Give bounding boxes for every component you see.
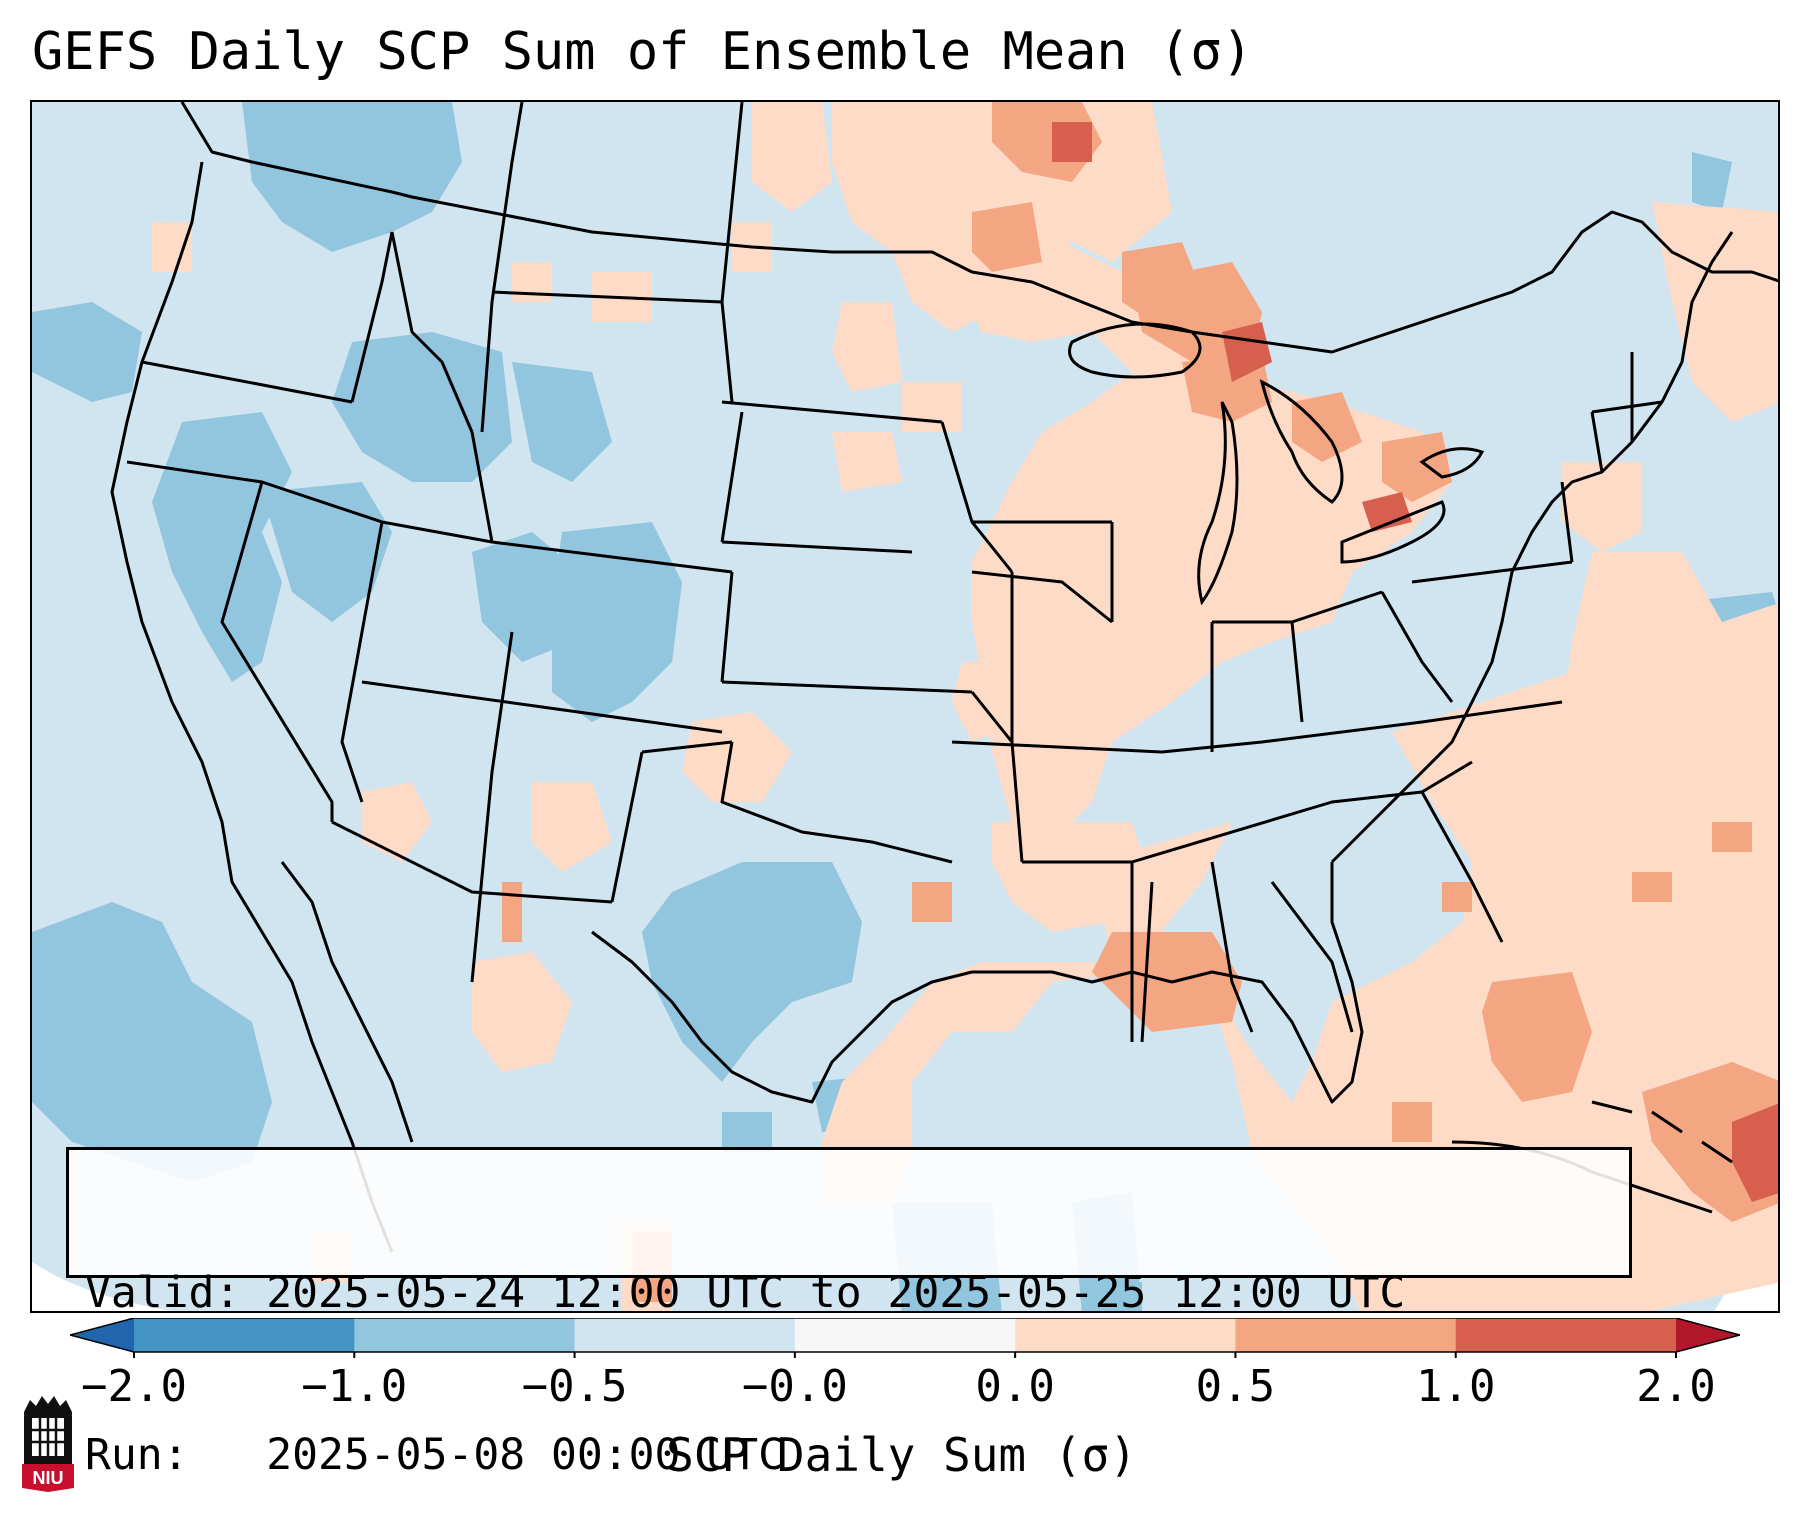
colorbar-bin — [134, 1318, 355, 1352]
niu-logo: NIU — [22, 1396, 74, 1492]
colorbar-tick-label: −1.0 — [301, 1361, 408, 1412]
great-lakes — [1068, 322, 1485, 606]
map-panel — [30, 100, 1780, 1313]
colorbar-bin — [1235, 1318, 1457, 1352]
boundaries — [110, 102, 1778, 1253]
colorbar-tick-label: −2.0 — [81, 1361, 187, 1412]
run-label: Run: — [85, 1430, 189, 1480]
valid-value: 2025-05-24 12:00 UTC to 2025-05-25 12:00… — [266, 1268, 1406, 1318]
logo-text: NIU — [33, 1468, 64, 1488]
colorbar-tick-label: −0.5 — [521, 1361, 628, 1412]
colorbar-bin — [1015, 1318, 1236, 1352]
colorbar-label: SCP Daily Sum (σ) — [666, 1428, 1137, 1482]
map-title: GEFS Daily SCP Sum of Ensemble Mean (σ) — [32, 22, 1253, 82]
colorbar-bin — [354, 1318, 576, 1352]
colorbar-tick-label: −0.0 — [741, 1361, 848, 1412]
colorbar — [70, 1318, 1740, 1358]
colorbar-tick-label: 1.0 — [1415, 1361, 1496, 1412]
colorbar-bins — [70, 1318, 1740, 1358]
colorbar-bin — [574, 1318, 796, 1352]
run-row: Run: 2025-05-08 00:00 UTC — [85, 1428, 1613, 1482]
validity-info-box: Valid: 2025-05-24 12:00 UTC to 2025-05-2… — [66, 1147, 1632, 1480]
colorbar-tick-label: 0.5 — [1195, 1361, 1276, 1412]
colorbar-bin — [1455, 1318, 1677, 1352]
valid-label: Valid: — [85, 1268, 241, 1318]
run-value: 2025-05-08 00:00 UTC — [266, 1430, 784, 1480]
colorbar-bin — [794, 1318, 1016, 1352]
valid-row: Valid: 2025-05-24 12:00 UTC to 2025-05-2… — [85, 1266, 1613, 1320]
colorbar-over-extension — [1676, 1318, 1740, 1352]
scp-map — [32, 102, 1778, 1311]
colorbar-under-extension — [70, 1318, 134, 1352]
colorbar-tick-label: 0.0 — [975, 1361, 1055, 1412]
colorbar-tick-label: 2.0 — [1636, 1361, 1716, 1412]
positive-anomaly-strong — [1052, 122, 1778, 1202]
